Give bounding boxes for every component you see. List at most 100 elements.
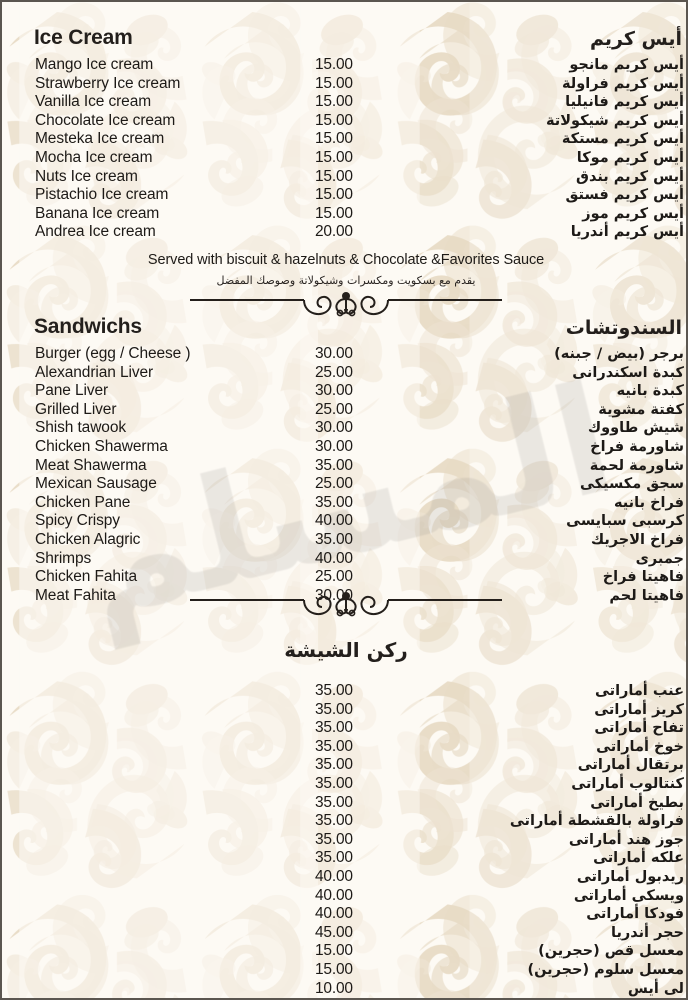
item-price: 25.00 — [315, 363, 353, 381]
item-price: 35.00 — [315, 719, 353, 737]
item-price: 35.00 — [315, 737, 353, 755]
menu-item-row: Mocha Ice cream 15.00 أيس كريم موكا — [2, 148, 686, 168]
item-name-en: Spicy Crispy — [35, 512, 120, 530]
item-price: 15.00 — [315, 148, 353, 166]
flourish-divider-top — [2, 285, 686, 319]
item-price: 40.00 — [315, 905, 353, 923]
item-name-en: Chicken Alagric — [35, 530, 141, 548]
item-name-ar: فراخ بانيه — [613, 494, 684, 511]
item-name-en: Chocolate Ice cream — [35, 111, 176, 129]
item-name-ar: أيس كريم مستكة — [561, 131, 684, 148]
item-name-ar: كنتالوب أماراتى — [571, 775, 684, 792]
item-price: 30.00 — [315, 437, 353, 455]
item-name-ar: عنب أماراتى — [594, 683, 684, 699]
item-name-ar: برتقال أماراتى — [577, 757, 684, 774]
flourish-divider-bottom — [2, 585, 686, 619]
menu-item-row: Andrea Ice cream 20.00 أيس كريم أندريا — [2, 223, 686, 242]
item-name-ar: فراولة بالقشطة أماراتى — [509, 813, 684, 830]
ice-cream-title-ar: أيس كريم — [589, 28, 682, 50]
item-price: 25.00 — [315, 475, 353, 493]
item-price: 35.00 — [315, 849, 353, 867]
sandwichs-header: Sandwichs السندوتشات — [2, 315, 686, 345]
shisha-item-list: 35.00 عنب أماراتى 35.00 كريز أماراتى 35.00 تف… — [2, 682, 686, 998]
item-name-en: Pane Liver — [35, 382, 109, 400]
menu-item-row: 35.00 جوز هند أماراتى — [2, 830, 686, 850]
menu-item-row: 40.00 ويسكى أماراتى — [2, 887, 686, 906]
sandwichs-title-ar: السندوتشات — [565, 317, 682, 339]
menu-item-row: 35.00 كريز أماراتى — [2, 701, 686, 720]
item-price: 40.00 — [315, 867, 353, 885]
menu-item-row: 35.00 كنتالوب أماراتى — [2, 774, 686, 794]
menu-item-row: Chicken Pane 35.00 فراخ بانيه — [2, 494, 686, 513]
item-name-en: Burger (egg / Cheese ) — [35, 345, 191, 362]
item-name-ar: لى أيس — [627, 980, 684, 997]
item-name-ar: أيس كريم فراولة — [561, 75, 684, 92]
sandwichs-title-en: Sandwichs — [34, 315, 142, 338]
menu-item-row: 35.00 عنب أماراتى — [2, 682, 686, 701]
item-name-ar: شيش طاووك — [587, 420, 684, 437]
item-price: 25.00 — [315, 400, 353, 418]
item-name-ar: أيس كريم شيكولاتة — [545, 112, 684, 129]
item-name-ar: جوز هند أماراتى — [568, 831, 684, 848]
item-name-ar: علكه أماراتى — [593, 850, 684, 867]
item-name-ar: برجر (بيض / جبنه) — [554, 346, 684, 362]
item-name-ar: كبدة بانيه — [616, 383, 684, 400]
item-price: 35.00 — [315, 830, 353, 848]
item-price: 35.00 — [315, 530, 353, 548]
menu-item-row: 15.00 معسل قص (حجرين) — [2, 942, 686, 961]
item-name-en: Strawberry Ice cream — [35, 74, 181, 92]
menu-item-row: Mesteka Ice cream 15.00 أيس كريم مستكة — [2, 130, 686, 149]
menu-item-row: 40.00 ريدبول أماراتى — [2, 867, 686, 887]
item-price: 30.00 — [315, 419, 353, 437]
item-price: 15.00 — [315, 204, 353, 222]
item-name-ar: شاورمة فراخ — [590, 438, 684, 455]
item-name-ar: كفتة مشوية — [598, 401, 684, 418]
section-sandwichs: Sandwichs السندوتشات Burger (egg / Chees… — [2, 315, 686, 605]
item-name-ar: فودكا أماراتى — [586, 906, 684, 923]
item-name-en: Shish tawook — [35, 419, 126, 437]
item-name-en: Mocha Ice cream — [35, 148, 153, 166]
item-price: 35.00 — [315, 812, 353, 830]
item-name-ar: أيس كريم موكا — [576, 149, 684, 166]
section-ice-cream: Ice Cream أيس كريم Mango Ice cream 15.00 أ… — [2, 26, 686, 242]
menu-item-row: Chicken Alagric 35.00 فراخ الاجريك — [2, 530, 686, 550]
item-price: 15.00 — [315, 960, 353, 978]
item-price: 35.00 — [315, 682, 353, 699]
item-price: 10.00 — [315, 979, 353, 997]
item-price: 30.00 — [315, 345, 353, 362]
menu-item-row: Mexican Sausage 25.00 سجق مكسيكى — [2, 475, 686, 494]
menu-item-row: Mango Ice cream 15.00 أيس كريم مانجو — [2, 56, 686, 75]
item-name-ar: أيس كريم موز — [582, 205, 684, 222]
menu-item-row: Shish tawook 30.00 شيش طاووك — [2, 419, 686, 438]
item-name-en: Vanilla Ice cream — [35, 93, 152, 111]
item-price: 15.00 — [315, 74, 353, 92]
menu-item-row: 35.00 فراولة بالقشطة أماراتى — [2, 812, 686, 831]
menu-item-row: Banana Ice cream 15.00 أيس كريم موز — [2, 204, 686, 224]
item-price: 30.00 — [315, 382, 353, 400]
item-price: 35.00 — [315, 774, 353, 792]
item-name-ar: جمبرى — [635, 550, 684, 567]
item-name-en: Chicken Fahita — [35, 568, 137, 586]
item-name-ar: بطيخ أماراتى — [590, 794, 684, 811]
item-name-ar: أيس كريم فستق — [565, 187, 684, 204]
item-name-ar: معسل قص (حجرين) — [538, 943, 684, 960]
menu-item-row: 15.00 معسل سلوم (حجرين) — [2, 960, 686, 980]
item-name-en: Grilled Liver — [35, 400, 117, 418]
item-name-ar: كريز أماراتى — [594, 701, 684, 718]
sandwichs-item-list: Burger (egg / Cheese ) 30.00 برجر (بيض / ج… — [2, 345, 686, 605]
item-price: 15.00 — [315, 130, 353, 148]
item-price: 35.00 — [315, 456, 353, 474]
item-name-ar: أيس كريم فانيليا — [565, 94, 684, 111]
menu-item-row: Meat Shawerma 35.00 شاورمة لحمة — [2, 456, 686, 476]
menu-item-row: 40.00 فودكا أماراتى — [2, 905, 686, 924]
item-price: 15.00 — [315, 186, 353, 204]
menu-item-row: Chicken Fahita 25.00 فاهيتا فراخ — [2, 568, 686, 587]
item-name-ar: أيس كريم مانجو — [569, 57, 684, 73]
ice-cream-item-list: Mango Ice cream 15.00 أيس كريم مانجو Strawb… — [2, 56, 686, 242]
menu-item-row: Strawberry Ice cream 15.00 أيس كريم فراولة — [2, 74, 686, 94]
ice-cream-title-en: Ice Cream — [34, 26, 133, 49]
ice-cream-note-en: Served with biscuit & hazelnuts & Chocol… — [147, 252, 545, 268]
menu-item-row: Pane Liver 30.00 كبدة بانيه — [2, 382, 686, 401]
